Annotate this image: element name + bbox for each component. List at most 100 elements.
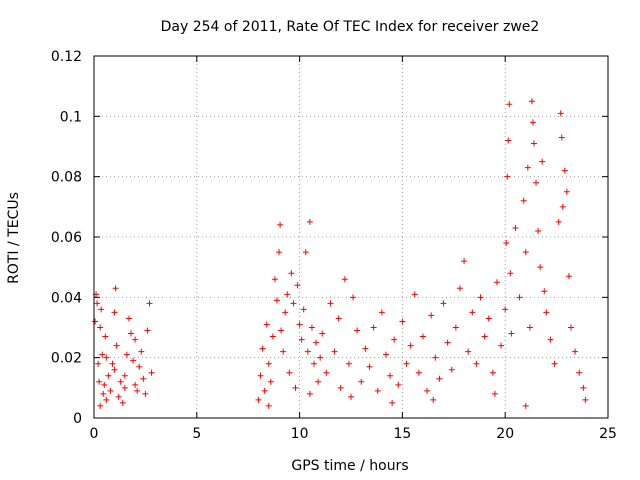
x-axis-label: GPS time / hours bbox=[291, 458, 408, 474]
y-tick-label: 0 bbox=[73, 411, 82, 427]
data-point bbox=[286, 369, 293, 376]
data-point bbox=[520, 197, 527, 204]
data-point bbox=[415, 369, 422, 376]
data-point bbox=[315, 378, 322, 385]
data-point bbox=[138, 348, 145, 355]
data-point bbox=[565, 273, 572, 280]
data-point bbox=[533, 179, 540, 186]
data-point bbox=[97, 324, 104, 331]
data-point bbox=[282, 309, 289, 316]
data-point bbox=[255, 396, 262, 403]
data-point bbox=[290, 300, 297, 307]
data-point bbox=[298, 336, 305, 343]
data-point bbox=[477, 294, 484, 301]
data-point bbox=[107, 387, 114, 394]
data-point bbox=[140, 375, 147, 382]
data-point bbox=[543, 309, 550, 316]
data-point bbox=[113, 342, 120, 349]
data-point bbox=[92, 318, 99, 325]
data-point bbox=[572, 348, 579, 355]
data-point bbox=[132, 336, 139, 343]
data-series bbox=[92, 98, 589, 409]
data-point bbox=[493, 279, 500, 286]
data-point bbox=[146, 300, 153, 307]
data-point bbox=[119, 399, 126, 406]
data-point bbox=[269, 333, 276, 340]
data-point bbox=[528, 98, 535, 105]
data-point bbox=[144, 327, 151, 334]
data-point bbox=[498, 342, 505, 349]
data-point bbox=[491, 390, 498, 397]
data-point bbox=[580, 384, 587, 391]
y-tick-label: 0.04 bbox=[51, 290, 82, 306]
y-tick-label: 0.06 bbox=[51, 230, 82, 246]
data-point bbox=[109, 360, 116, 367]
data-point bbox=[354, 327, 361, 334]
data-point bbox=[411, 291, 418, 298]
data-point bbox=[399, 318, 406, 325]
axis-ticks: 0 5 10 15 20 25 0 0.02 0.04 0.06 0.08 0.1 0.12 bbox=[51, 49, 617, 442]
data-point bbox=[526, 324, 533, 331]
data-point bbox=[300, 306, 307, 313]
data-point bbox=[436, 375, 443, 382]
data-point bbox=[327, 300, 334, 307]
data-point bbox=[567, 324, 574, 331]
data-point bbox=[555, 218, 562, 225]
data-point bbox=[276, 249, 283, 256]
data-point bbox=[389, 399, 396, 406]
data-point bbox=[296, 321, 303, 328]
data-point bbox=[261, 387, 268, 394]
data-point bbox=[265, 402, 272, 409]
data-point bbox=[128, 330, 135, 337]
data-point bbox=[96, 378, 103, 385]
data-point bbox=[507, 270, 514, 277]
data-point bbox=[271, 276, 278, 283]
data-point bbox=[284, 291, 291, 298]
data-point bbox=[306, 218, 313, 225]
data-point bbox=[524, 164, 531, 171]
data-point bbox=[317, 354, 324, 361]
data-point bbox=[512, 224, 519, 231]
data-point bbox=[350, 294, 357, 301]
data-point bbox=[105, 372, 112, 379]
data-point bbox=[142, 390, 149, 397]
data-point bbox=[551, 360, 558, 367]
data-point bbox=[391, 336, 398, 343]
data-point bbox=[576, 369, 583, 376]
data-point bbox=[257, 372, 264, 379]
data-point bbox=[539, 158, 546, 165]
y-tick-label: 0.1 bbox=[60, 109, 82, 125]
data-point bbox=[302, 249, 309, 256]
data-point bbox=[130, 357, 137, 364]
data-point bbox=[504, 173, 511, 180]
data-point bbox=[115, 393, 122, 400]
y-tick-label: 0.12 bbox=[51, 49, 82, 65]
data-point bbox=[97, 402, 104, 409]
data-point bbox=[304, 348, 311, 355]
data-point bbox=[557, 110, 564, 117]
y-tick-label: 0.08 bbox=[51, 170, 82, 186]
data-point bbox=[345, 360, 352, 367]
data-point bbox=[319, 330, 326, 337]
data-point bbox=[558, 134, 565, 141]
data-point bbox=[273, 297, 280, 304]
data-point bbox=[448, 366, 455, 373]
data-point bbox=[505, 137, 512, 144]
x-tick-label: 10 bbox=[291, 426, 309, 442]
data-point bbox=[465, 348, 472, 355]
data-point bbox=[280, 348, 287, 355]
data-point bbox=[502, 306, 509, 313]
data-point bbox=[424, 387, 431, 394]
x-tick-label: 15 bbox=[393, 426, 411, 442]
data-point bbox=[112, 285, 119, 292]
data-point bbox=[95, 360, 102, 367]
data-point bbox=[516, 294, 523, 301]
data-point bbox=[111, 366, 118, 373]
data-point bbox=[292, 384, 299, 391]
data-point bbox=[563, 188, 570, 195]
data-point bbox=[535, 227, 542, 234]
data-point bbox=[481, 333, 488, 340]
data-point bbox=[456, 285, 463, 292]
